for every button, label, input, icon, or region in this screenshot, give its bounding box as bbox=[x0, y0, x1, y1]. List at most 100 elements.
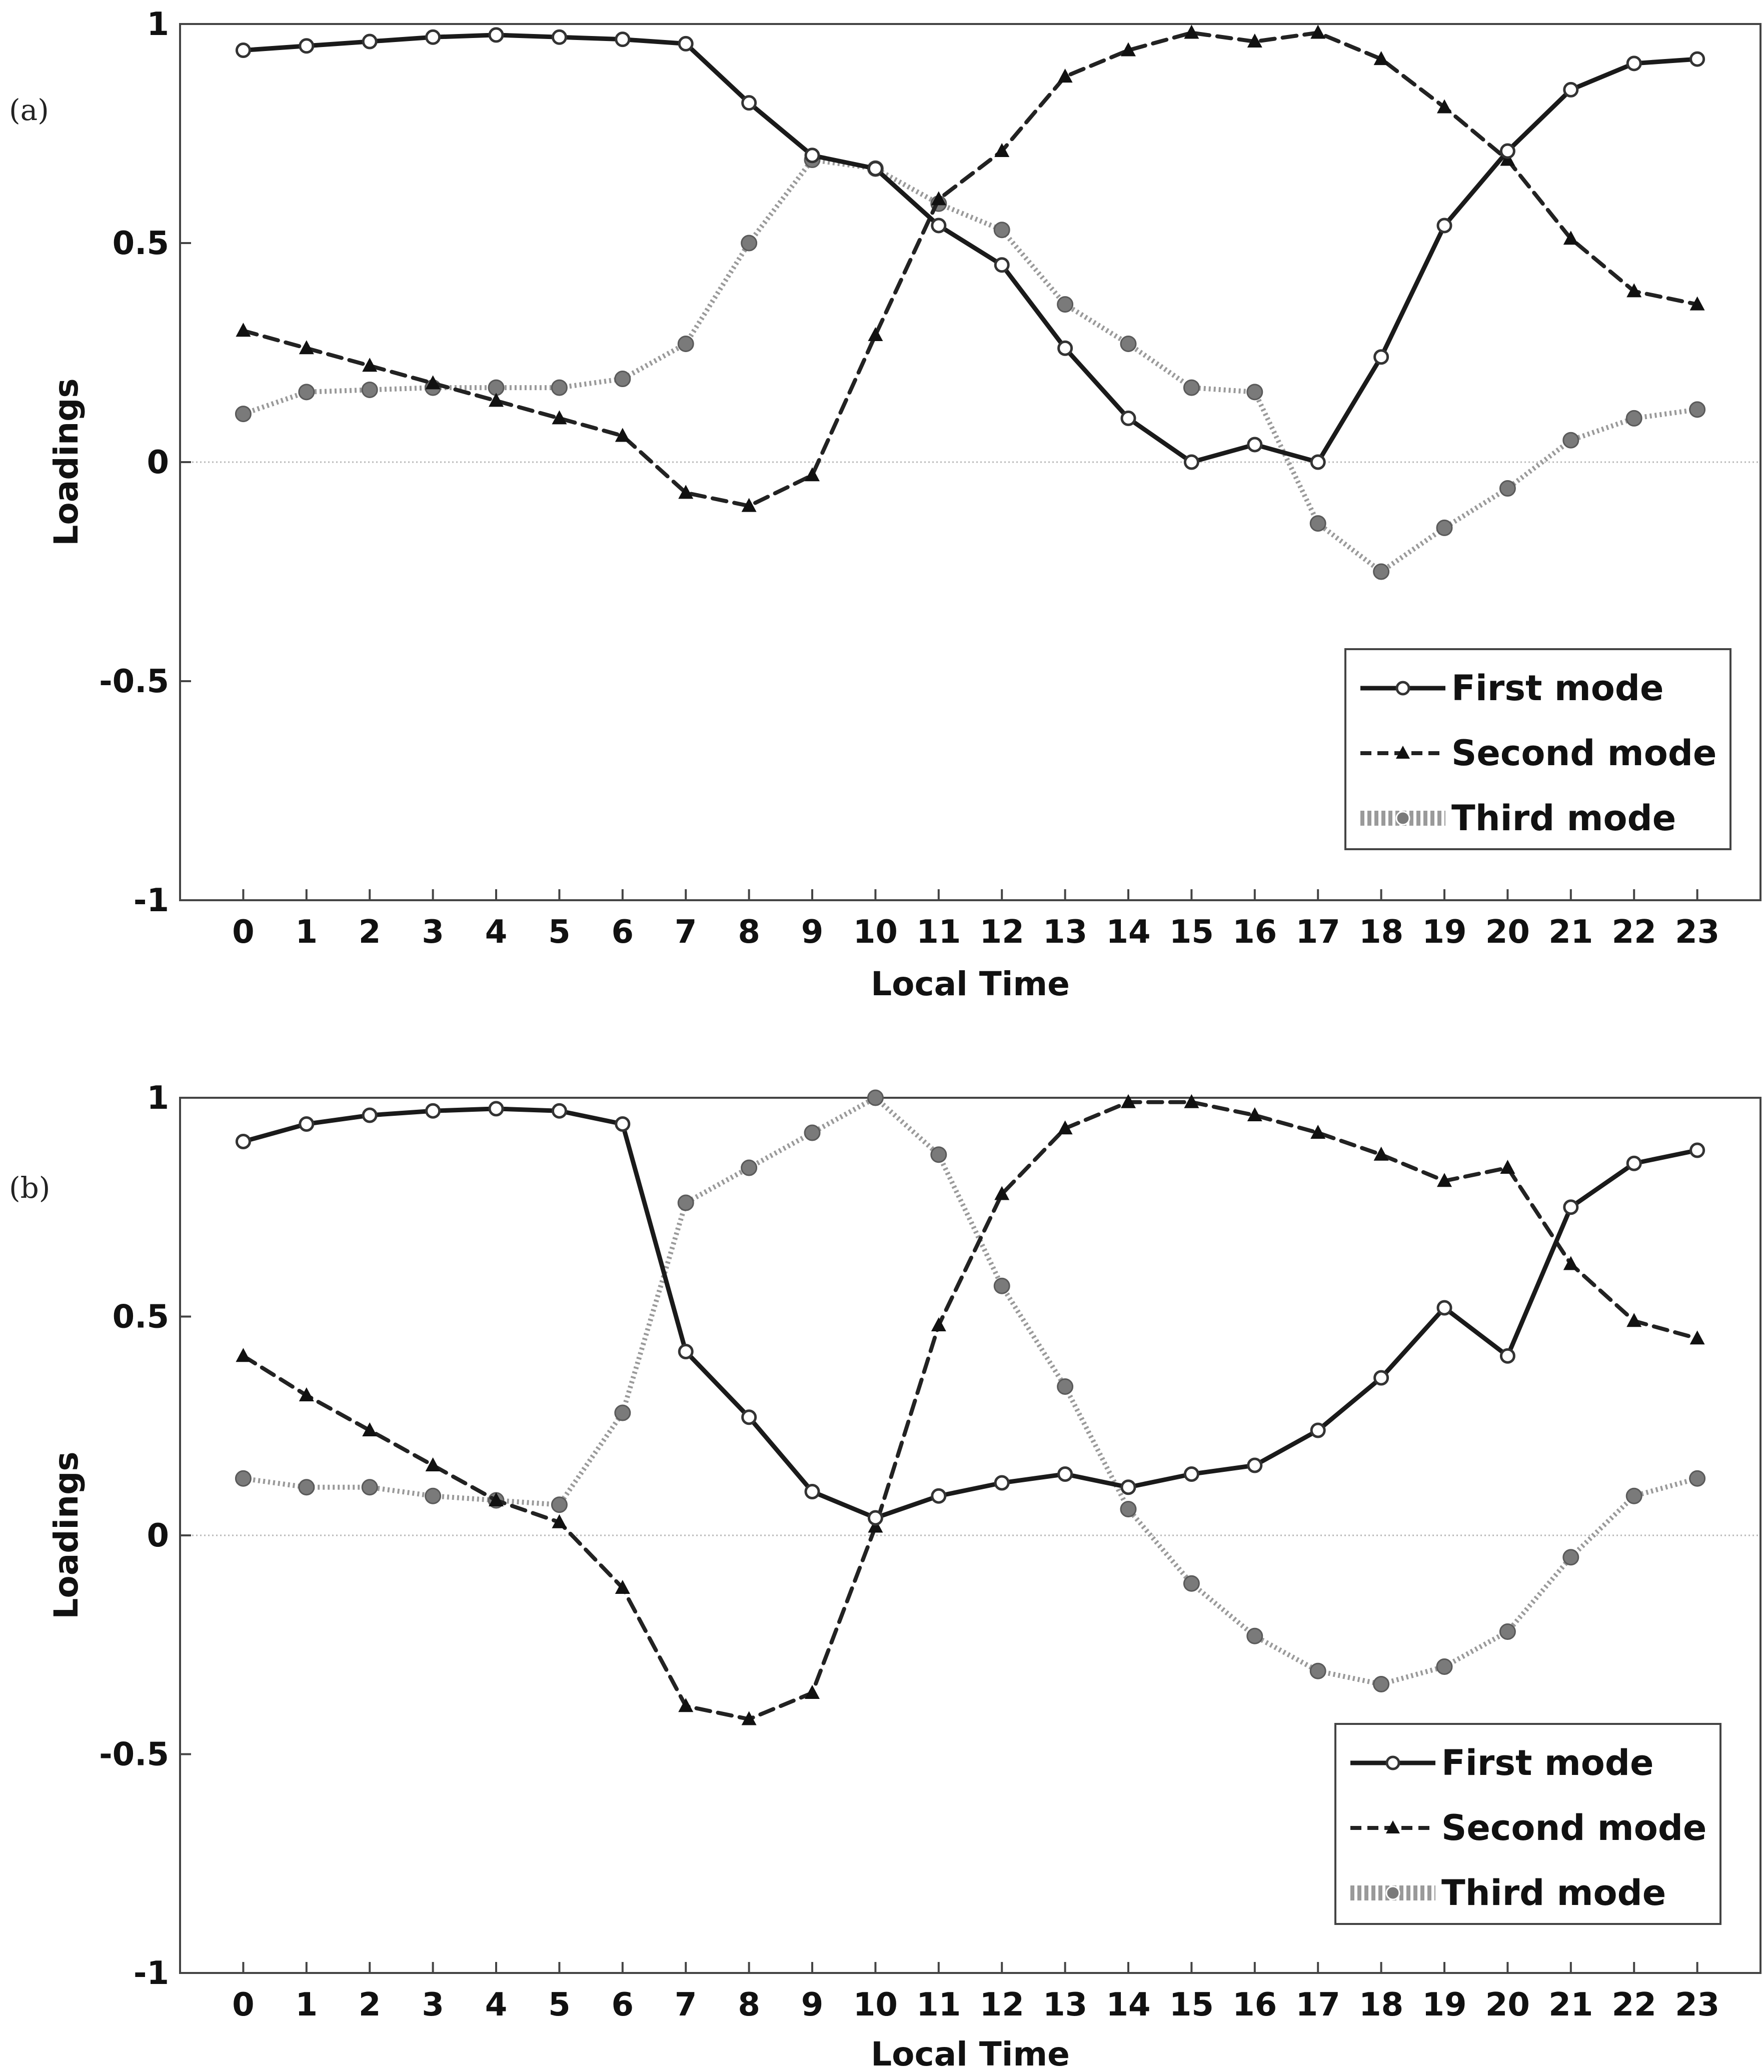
y-tick-label: 0.5 bbox=[113, 1299, 169, 1336]
x-tick-label: 17 bbox=[1296, 1986, 1340, 2023]
series-third-mode bbox=[235, 1089, 1706, 1692]
x-tick-label: 14 bbox=[1106, 914, 1150, 951]
data-point bbox=[1184, 25, 1199, 39]
data-point bbox=[1057, 340, 1073, 356]
y-axis-title: Loadings bbox=[47, 378, 86, 546]
data-point bbox=[1247, 1107, 1262, 1121]
data-point bbox=[235, 406, 252, 423]
data-point bbox=[1184, 1094, 1199, 1108]
data-point bbox=[1563, 1199, 1579, 1215]
data-point bbox=[741, 498, 757, 512]
data-point bbox=[615, 1580, 630, 1594]
data-point bbox=[1499, 1348, 1515, 1364]
data-point bbox=[488, 1101, 504, 1117]
data-point bbox=[298, 384, 315, 401]
panel-label: (a) bbox=[9, 93, 49, 127]
legend-label: Third mode bbox=[1441, 1872, 1666, 1913]
data-point bbox=[1309, 1662, 1326, 1679]
legend-marker bbox=[1396, 746, 1410, 759]
data-point bbox=[236, 1348, 251, 1362]
data-point bbox=[425, 1487, 442, 1504]
data-point bbox=[994, 1186, 1010, 1200]
x-tick-label: 21 bbox=[1548, 914, 1593, 951]
data-point bbox=[1247, 1457, 1263, 1473]
data-point bbox=[1626, 1313, 1642, 1327]
data-point bbox=[1436, 1658, 1453, 1675]
x-tick-label: 15 bbox=[1169, 914, 1214, 951]
data-point bbox=[1562, 1549, 1579, 1566]
data-point bbox=[741, 95, 757, 111]
series-line bbox=[242, 157, 1698, 574]
legend-item: First mode bbox=[1350, 1742, 1653, 1783]
data-point bbox=[1373, 563, 1390, 580]
data-point bbox=[1246, 1627, 1263, 1644]
x-tick-label: 5 bbox=[548, 914, 571, 951]
y-axis-title: Loadings bbox=[47, 1451, 86, 1619]
data-point bbox=[1626, 283, 1642, 298]
legend-item: First mode bbox=[1360, 668, 1663, 709]
chart-panel-a: -1-0.500.510 1 2 3 4 5 6 7 8 9 10 11 12 13 14 15 16 17 18 1… bbox=[9, 6, 1761, 1003]
data-point bbox=[1437, 1173, 1452, 1187]
data-point bbox=[1689, 1330, 1705, 1345]
data-point bbox=[1310, 25, 1326, 39]
data-point bbox=[1563, 231, 1578, 245]
data-point bbox=[741, 1159, 758, 1176]
data-point bbox=[1436, 519, 1453, 536]
series-line bbox=[241, 1100, 1699, 1721]
data-point bbox=[867, 1510, 883, 1526]
x-tick-label: 16 bbox=[1232, 914, 1277, 951]
legend-marker bbox=[1385, 1885, 1400, 1900]
x-tick-label: 23 bbox=[1675, 1986, 1719, 2023]
data-point bbox=[678, 485, 694, 499]
data-point bbox=[1499, 143, 1515, 159]
legend-item: Second mode bbox=[1360, 733, 1716, 774]
data-point bbox=[1057, 1378, 1074, 1395]
data-point bbox=[235, 43, 251, 59]
x-tick-label: 18 bbox=[1359, 914, 1403, 951]
y-tick-label: 0 bbox=[147, 1517, 169, 1554]
y-tick-label: 0 bbox=[147, 444, 169, 481]
chart-panel-b: -1-0.500.510 1 2 3 4 5 6 7 8 9 10 11 12 13 14 15 16 17 18 1… bbox=[9, 1080, 1761, 2072]
data-point bbox=[362, 358, 378, 372]
x-tick-label: 20 bbox=[1485, 1986, 1530, 2023]
data-point bbox=[362, 1107, 378, 1123]
data-point bbox=[1121, 1094, 1136, 1108]
data-point bbox=[299, 38, 315, 54]
x-tick-label: 8 bbox=[738, 1986, 760, 2023]
x-tick-label: 18 bbox=[1359, 1986, 1403, 2023]
x-tick-label: 20 bbox=[1485, 914, 1530, 951]
y-tick-label: 1 bbox=[147, 1080, 169, 1117]
data-point bbox=[551, 29, 567, 45]
series-first-mode bbox=[235, 27, 1705, 470]
data-point bbox=[867, 1089, 884, 1106]
x-tick-label: 21 bbox=[1548, 1986, 1593, 2023]
data-point bbox=[804, 1484, 820, 1499]
y-tick-label: -0.5 bbox=[99, 1736, 169, 1773]
legend: First mode Second mode Third mode bbox=[1334, 1723, 1721, 1925]
x-tick-label: 9 bbox=[801, 1986, 824, 2023]
data-point bbox=[1689, 51, 1705, 67]
data-point bbox=[994, 143, 1010, 158]
data-point bbox=[805, 1685, 820, 1699]
x-tick-label: 12 bbox=[980, 914, 1024, 951]
x-tick-label: 2 bbox=[359, 1986, 381, 2023]
data-point bbox=[1183, 454, 1199, 470]
y-tick-label: -1 bbox=[134, 882, 169, 919]
data-point bbox=[236, 323, 251, 337]
x-tick-label: 2 bbox=[359, 914, 381, 951]
data-point bbox=[1626, 1155, 1642, 1171]
data-point bbox=[1183, 1466, 1199, 1482]
data-point bbox=[235, 1470, 252, 1487]
data-point bbox=[1625, 410, 1642, 427]
data-point bbox=[488, 27, 504, 43]
data-point bbox=[1373, 1676, 1390, 1692]
series-third-mode bbox=[235, 152, 1706, 580]
data-point bbox=[1689, 296, 1705, 311]
x-tick-label: 0 bbox=[232, 914, 255, 951]
data-point bbox=[1310, 1125, 1326, 1139]
x-tick-label: 11 bbox=[916, 1986, 961, 2023]
x-tick-label: 3 bbox=[422, 1986, 444, 2023]
data-point bbox=[1499, 1623, 1516, 1640]
data-point bbox=[1563, 1256, 1578, 1270]
y-tick-label: 0.5 bbox=[113, 225, 169, 262]
